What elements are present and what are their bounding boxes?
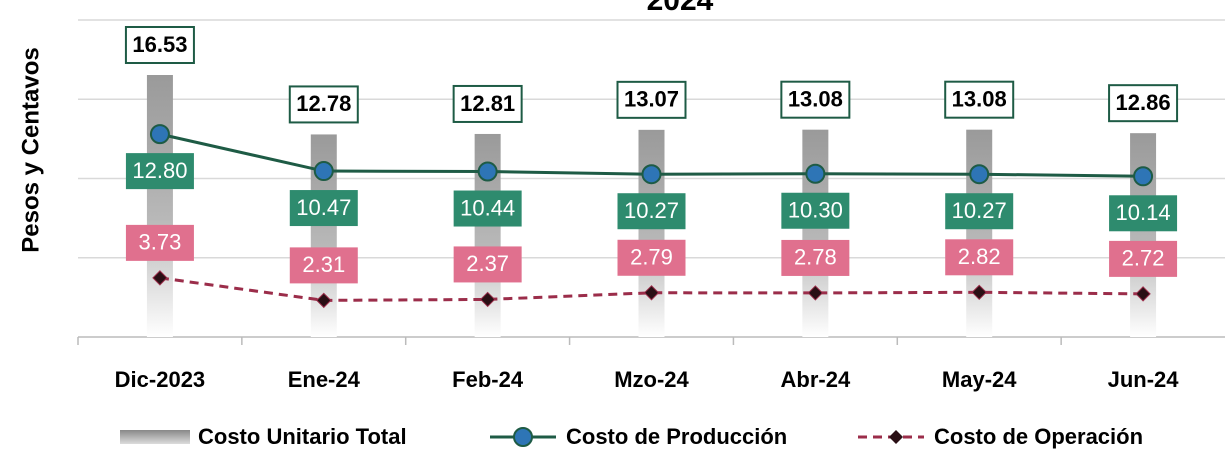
legend-marker (513, 427, 533, 447)
line-value-label: 10.30 (788, 198, 843, 223)
line-value-label: 3.73 (139, 230, 182, 255)
line-value-label-box (781, 239, 850, 276)
legend-marker (889, 430, 903, 444)
x-tick-label: Jun-24 (1108, 367, 1180, 392)
marker (477, 161, 498, 182)
line-value-label-box (125, 224, 194, 261)
line-value-label: 10.14 (1116, 200, 1171, 225)
line-value-label: 12.80 (132, 158, 187, 183)
line-value-label-box (1109, 240, 1178, 277)
line-value-label-box (289, 247, 358, 284)
line-value-label-box (781, 192, 850, 229)
bar (638, 129, 665, 337)
line-value-label: 10.27 (624, 198, 679, 223)
marker (971, 284, 987, 301)
line-value-label: 2.78 (794, 245, 837, 270)
bar-value-label-box (1108, 84, 1179, 123)
line-value-label: 2.31 (302, 252, 345, 277)
marker (316, 292, 332, 309)
bar-value-label-box (124, 25, 195, 64)
bar (966, 129, 993, 337)
bar-value-label-box (780, 80, 851, 119)
line-value-label-box (945, 193, 1014, 230)
line-value-label: 2.37 (466, 251, 509, 276)
bar-value-label: 12.86 (1116, 90, 1171, 115)
bar-value-label: 16.53 (132, 32, 187, 57)
marker (641, 164, 662, 185)
bar (802, 129, 829, 337)
line-value-label: 2.79 (630, 245, 673, 270)
y-axis-label: Pesos y Centavos (17, 47, 44, 252)
line-value-label-box (453, 190, 522, 227)
line-value-label: 10.47 (296, 195, 351, 220)
bar-value-label: 12.81 (460, 91, 515, 116)
marker (643, 285, 660, 301)
x-tick-label: Feb-24 (452, 367, 524, 392)
x-tick-label: Abr-24 (781, 367, 851, 392)
marker (479, 291, 496, 308)
chart-title: 2024 (647, 0, 714, 17)
line-value-label-box (125, 153, 194, 190)
marker (807, 285, 824, 301)
marker (1133, 166, 1154, 187)
line-value-label: 10.44 (460, 195, 515, 220)
line-value-label: 2.82 (958, 244, 1001, 269)
x-tick-label: Mzo-24 (614, 367, 689, 392)
bar-value-label: 13.07 (624, 87, 679, 112)
marker (149, 124, 170, 145)
bar-value-label-box (288, 85, 359, 124)
marker (152, 270, 168, 286)
bar-value-label: 13.08 (788, 86, 843, 111)
bar-value-label-box (944, 80, 1015, 119)
bar-value-label: 13.08 (952, 86, 1007, 111)
legend-label: Costo Unitario Total (198, 424, 407, 449)
line-value-label: 10.27 (952, 198, 1007, 223)
bar-value-label-box (452, 84, 523, 123)
line-value-label-box (1109, 195, 1178, 232)
x-tick-label: Dic-2023 (115, 367, 206, 392)
bar (146, 74, 173, 337)
marker (969, 164, 990, 185)
bar-value-label: 12.78 (296, 91, 351, 116)
line-value-label-box (453, 246, 522, 283)
legend-swatch (120, 430, 190, 444)
marker (805, 163, 826, 184)
x-tick-label: Ene-24 (288, 367, 361, 392)
x-tick-label: May-24 (942, 367, 1017, 392)
marker (313, 161, 334, 182)
line-value-label-box (945, 239, 1014, 276)
legend-label: Costo de Operación (934, 424, 1143, 449)
legend-label: Costo de Producción (566, 424, 787, 449)
bar-value-label-box (616, 80, 687, 119)
marker (1135, 286, 1151, 302)
bar (1130, 133, 1157, 337)
line-value-label-box (289, 190, 358, 227)
line-value-label: 2.72 (1122, 246, 1165, 271)
line-value-label-box (617, 239, 686, 276)
line-value-label-box (617, 193, 686, 230)
